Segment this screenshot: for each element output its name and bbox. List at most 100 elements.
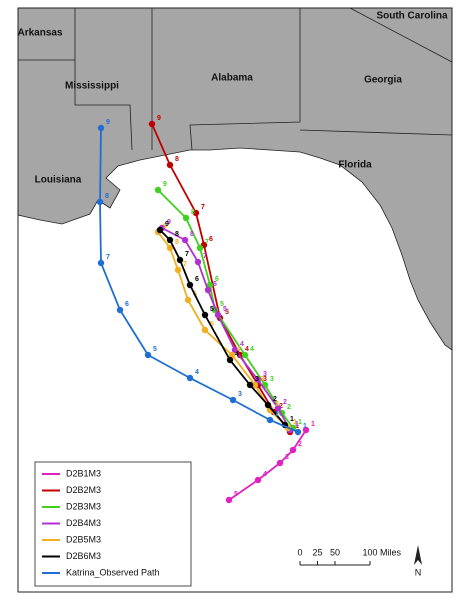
track-point-label: 8 [175, 239, 179, 246]
track-point [186, 281, 194, 289]
track-point-label: 1 [293, 419, 297, 426]
state-borders [18, 7, 453, 151]
north-label: N [415, 567, 422, 577]
track-point-label: 5 [223, 306, 227, 313]
track-point-label: 8 [175, 231, 179, 238]
track-point-label: 4 [235, 351, 239, 358]
track-point [251, 381, 259, 389]
track-point-label: 1 [295, 421, 299, 428]
track-point [229, 396, 237, 404]
track-point-label: 5 [234, 491, 238, 498]
legend-label: D2B3M3 [66, 501, 101, 511]
region-label: Mississippi [65, 81, 119, 92]
track-point-label: 8 [105, 193, 109, 200]
track-point [214, 311, 222, 319]
track-point-label: 7 [203, 253, 207, 260]
track-point-label: 1 [311, 421, 315, 428]
track-point [196, 244, 204, 252]
scale-unit: Miles [380, 547, 402, 557]
track-point [226, 356, 234, 364]
track-point-label: 2 [283, 399, 287, 406]
track-point [174, 266, 182, 274]
track-point-label: 1 [298, 419, 302, 426]
track-point-label: 3 [260, 376, 264, 383]
track-point-label: 7 [205, 239, 209, 246]
track-point [97, 124, 105, 132]
track-point-label: 2 [279, 403, 283, 410]
track-point-label: 4 [195, 369, 199, 376]
track-point [204, 286, 212, 294]
track-point-label: 9 [163, 223, 167, 230]
track-point-label: 8 [175, 156, 179, 163]
region-label: Alabama [211, 73, 253, 84]
track-point-label: 9 [157, 115, 161, 122]
track-point-label: 2 [298, 441, 302, 448]
track-point [274, 404, 282, 412]
track-point-label: 7 [183, 261, 187, 268]
track-point-label: 3 [263, 371, 267, 378]
track-point [289, 446, 297, 454]
track-point [166, 236, 174, 244]
track-point-label: 5 [153, 346, 157, 353]
track-point-label: 3 [255, 376, 259, 383]
land [17, 7, 453, 351]
track-point [254, 476, 262, 484]
track-point [241, 351, 249, 359]
region-label: Arkansas [17, 28, 62, 39]
track-point-label: 8 [191, 209, 195, 216]
track-point-label: 4 [263, 471, 267, 478]
track-point-label: 7 [185, 251, 189, 258]
track-point-label: 1 [303, 423, 307, 430]
track-point [266, 416, 274, 424]
track-point [154, 186, 162, 194]
track-point [231, 346, 239, 354]
track-point-label: 5 [220, 301, 224, 308]
region-label: Georgia [364, 75, 402, 86]
track-point [206, 281, 214, 289]
legend-label: D2B2M3 [66, 485, 101, 495]
track-point-label: 8 [190, 231, 194, 238]
track-point [182, 214, 190, 222]
track-point-label: 2 [275, 401, 279, 408]
track-point [96, 198, 104, 206]
track-point-label: 3 [263, 376, 267, 383]
track-point-label: 9 [167, 219, 171, 226]
legend-label: D2B1M3 [66, 468, 101, 478]
scale-label: 100 [362, 547, 377, 557]
track-point-label: 2 [287, 404, 291, 411]
track-point [192, 209, 200, 217]
track-point [144, 351, 152, 359]
track-point-label: 3 [270, 376, 274, 383]
track-point-label: 6 [209, 236, 213, 243]
north-arrow [414, 545, 422, 565]
region-label: Louisiana [35, 175, 82, 186]
track-point [264, 401, 272, 409]
track-point [228, 351, 236, 359]
track-point-label: 9 [165, 221, 169, 228]
scale-label: 25 [312, 547, 322, 557]
track-point [246, 381, 254, 389]
scale-label: 0 [297, 547, 302, 557]
legend-label: Katrina_Observed Path [66, 567, 160, 577]
track-point-label: 3 [285, 454, 289, 461]
track-point [302, 426, 310, 434]
track-point-label: 4 [250, 346, 254, 353]
track-point [166, 161, 174, 169]
track-point-label: 9 [106, 119, 110, 126]
track-point-label: 7 [201, 204, 205, 211]
legend-label: D2B5M3 [66, 534, 101, 544]
track-point [194, 258, 202, 266]
track-point [166, 244, 174, 252]
track-point-label: 9 [163, 181, 167, 188]
scale-label: 50 [330, 547, 340, 557]
track-point [254, 376, 262, 384]
track-point-label: 4 [240, 341, 244, 348]
track-point [116, 306, 124, 314]
track-point [184, 296, 192, 304]
track-point [201, 326, 209, 334]
legend-box [34, 461, 192, 587]
track-point [97, 259, 105, 267]
track-point [294, 428, 302, 436]
track-point-label: 3 [238, 391, 242, 398]
